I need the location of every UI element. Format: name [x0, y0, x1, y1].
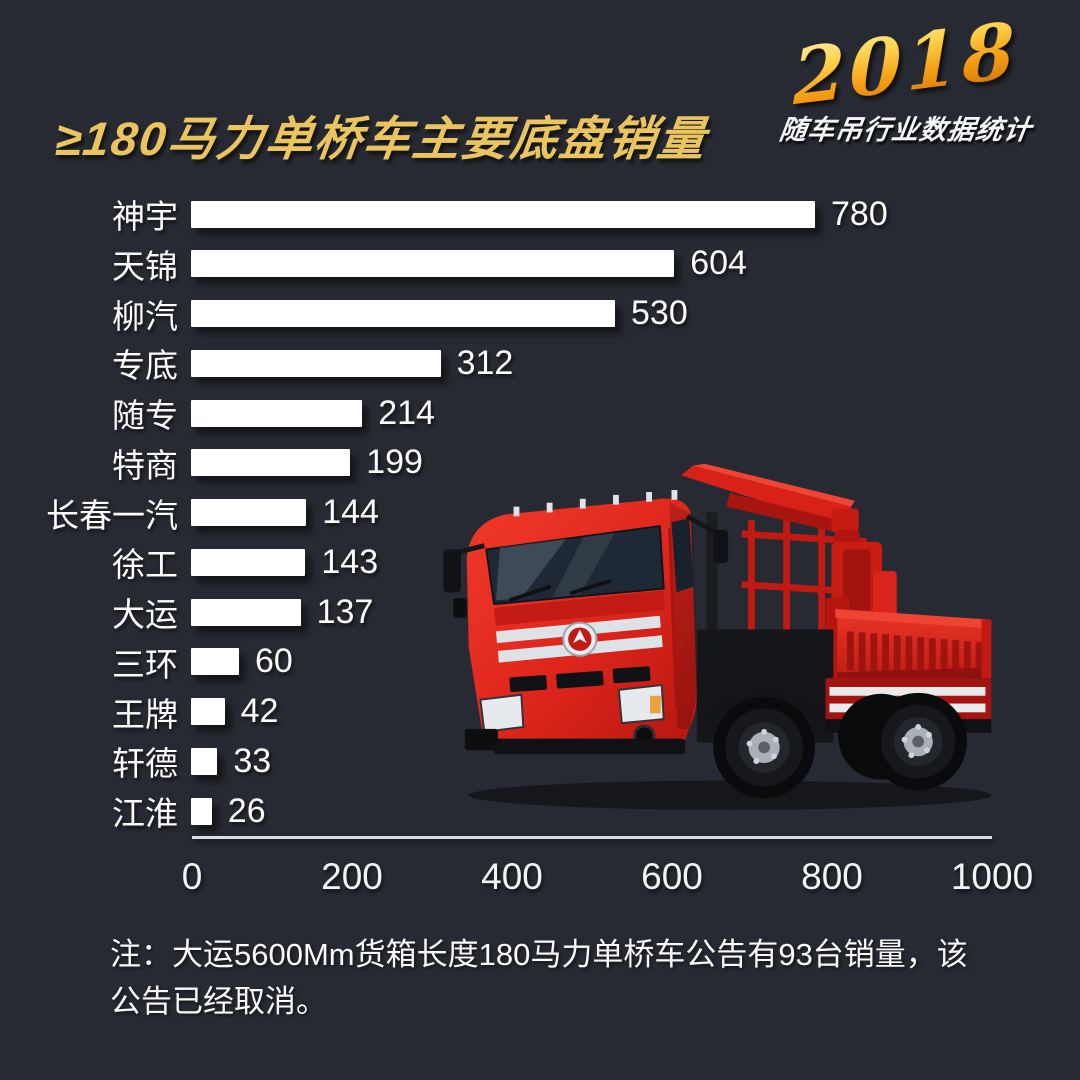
value-label: 144	[322, 493, 379, 531]
bar-row: 王牌 42	[36, 692, 278, 733]
bar-row: 轩德 33	[36, 742, 271, 783]
category-label: 专底	[112, 347, 178, 385]
category-label: 徐工	[112, 546, 178, 584]
x-tick-label: 1000	[950, 856, 1034, 897]
right-mirror	[713, 530, 729, 564]
headlight-left	[479, 693, 525, 733]
bar	[191, 698, 225, 725]
category-label: 神宇	[112, 198, 178, 235]
value-label: 312	[456, 343, 514, 382]
bar-row: 专底 312	[36, 344, 513, 385]
headlight-right	[617, 683, 665, 725]
front-wheel	[713, 696, 815, 799]
bar-row: 长春一汽 144	[36, 493, 379, 534]
bar	[191, 300, 615, 327]
bar-row: 随专 214	[36, 394, 435, 435]
bar	[191, 399, 363, 427]
value-label: 604	[690, 244, 747, 283]
category-label: 长春一汽	[46, 496, 178, 534]
value-label: 33	[233, 741, 272, 780]
bar	[191, 648, 239, 676]
category-label: 随专	[112, 397, 178, 434]
bar-row: 特商 199	[36, 443, 423, 484]
value-label: 530	[631, 294, 688, 332]
category-label: 江淮	[112, 795, 178, 832]
category-label: 三环	[112, 645, 178, 683]
x-tick-label: 600	[641, 856, 703, 897]
bar-row: 大运 137	[36, 593, 373, 634]
bar-row: 天锦 604	[36, 244, 747, 285]
value-label: 137	[316, 592, 374, 631]
bar-row: 徐工 143	[36, 543, 378, 584]
truck-ground-shadow	[468, 780, 992, 810]
truck-cab	[443, 490, 729, 755]
bar	[191, 548, 306, 576]
bar-row: 神宇 780	[36, 195, 888, 236]
value-label: 199	[366, 443, 423, 482]
x-tick-label: 0	[181, 856, 203, 897]
bar	[191, 449, 351, 477]
category-label: 轩德	[112, 745, 178, 783]
bar	[191, 349, 441, 377]
category-label: 柳汽	[112, 297, 178, 335]
category-label: 天锦	[112, 247, 178, 285]
side-window	[671, 518, 694, 593]
x-tick-label: 400	[481, 856, 543, 897]
bar	[191, 747, 218, 775]
x-tick-label: 800	[801, 856, 863, 897]
bar	[191, 250, 675, 278]
truck-crane-illustration	[443, 463, 992, 810]
windshield	[485, 524, 665, 606]
bar-row: 三环 60	[36, 642, 293, 683]
value-label: 60	[255, 642, 293, 681]
bar	[191, 797, 212, 825]
bar-row: 柳汽 530	[36, 294, 688, 335]
bar	[191, 200, 815, 228]
value-label: 214	[378, 393, 435, 432]
x-axis-line	[192, 836, 992, 839]
value-label: 42	[240, 692, 279, 730]
footnote: 注：大运5600Mm货箱长度180马力单桥车公告有93台销量，该公告已经取消。	[110, 937, 968, 1019]
wipers	[509, 578, 612, 603]
x-tick-label: 200	[321, 856, 383, 897]
exhaust-stack	[706, 512, 718, 640]
bar	[191, 499, 307, 526]
bar	[191, 598, 301, 626]
value-label: 26	[227, 791, 266, 830]
rear-wheel	[838, 692, 967, 791]
category-label: 大运	[112, 596, 178, 633]
category-label: 特商	[112, 446, 178, 484]
bar-row: 江淮 26	[36, 792, 266, 833]
category-label: 王牌	[112, 695, 178, 733]
value-label: 780	[831, 194, 888, 233]
value-label: 143	[321, 542, 379, 581]
left-mirror	[443, 549, 461, 593]
